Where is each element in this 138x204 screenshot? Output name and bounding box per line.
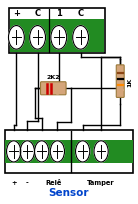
FancyBboxPatch shape [116,65,124,98]
Text: -: - [26,179,29,185]
Circle shape [20,141,34,162]
Circle shape [50,141,64,162]
Text: C: C [78,9,84,18]
Circle shape [51,27,67,50]
FancyBboxPatch shape [10,20,104,52]
Text: +: + [11,179,16,185]
Text: C: C [34,9,41,18]
Text: 1K: 1K [127,77,132,86]
Circle shape [94,141,108,162]
Text: Sensor: Sensor [49,187,89,197]
Circle shape [7,141,21,162]
Circle shape [8,27,24,50]
Text: Relê: Relê [45,179,61,185]
Text: Tamper: Tamper [87,179,115,185]
FancyBboxPatch shape [41,82,66,95]
Text: 1: 1 [56,9,62,18]
Circle shape [76,141,90,162]
FancyBboxPatch shape [5,130,133,173]
FancyBboxPatch shape [6,140,132,164]
Circle shape [35,141,49,162]
FancyBboxPatch shape [9,9,104,53]
Circle shape [30,27,46,50]
Circle shape [73,27,89,50]
Text: 2K2: 2K2 [47,75,60,80]
Text: +: + [13,9,20,18]
